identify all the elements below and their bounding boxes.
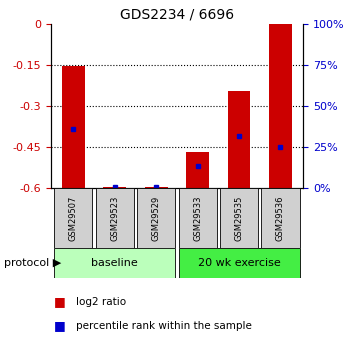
Text: GSM29507: GSM29507 <box>69 196 78 241</box>
Bar <box>179 188 217 248</box>
Bar <box>96 188 134 248</box>
Text: percentile rank within the sample: percentile rank within the sample <box>76 321 252 331</box>
Text: log2 ratio: log2 ratio <box>76 297 126 307</box>
Bar <box>54 188 92 248</box>
Bar <box>62 66 85 188</box>
Text: ■: ■ <box>54 319 70 333</box>
Text: ■: ■ <box>54 295 70 308</box>
Text: GSM29523: GSM29523 <box>110 196 119 241</box>
Bar <box>103 187 126 188</box>
Title: GDS2234 / 6696: GDS2234 / 6696 <box>120 8 234 22</box>
Bar <box>261 188 300 248</box>
Text: GSM29533: GSM29533 <box>193 196 202 241</box>
Text: GSM29536: GSM29536 <box>276 196 285 241</box>
Bar <box>179 248 300 278</box>
Bar <box>228 90 251 188</box>
Text: GSM29535: GSM29535 <box>235 196 244 241</box>
Text: baseline: baseline <box>91 258 138 268</box>
Bar <box>54 248 175 278</box>
Bar <box>269 24 292 188</box>
Text: protocol ▶: protocol ▶ <box>4 258 61 268</box>
Bar <box>137 188 175 248</box>
Bar <box>145 187 168 188</box>
Bar <box>220 188 258 248</box>
Bar <box>186 152 209 188</box>
Text: 20 wk exercise: 20 wk exercise <box>198 258 280 268</box>
Text: GSM29529: GSM29529 <box>152 196 161 241</box>
